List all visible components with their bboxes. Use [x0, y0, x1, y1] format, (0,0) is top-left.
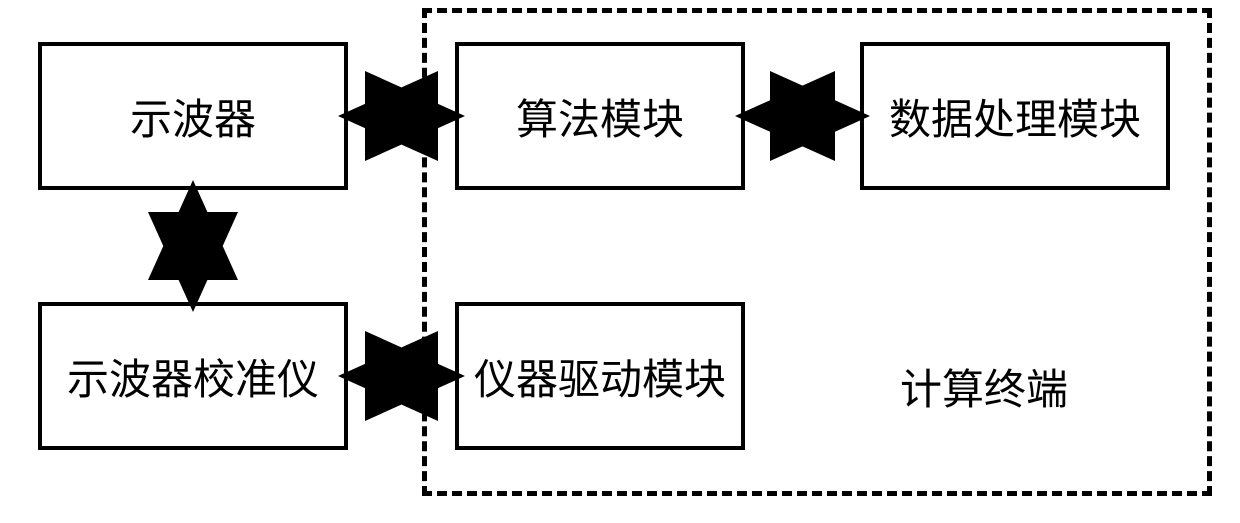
block-diagram: 计算终端 示波器 算法模块 数据处理模块 示波器校准仪 仪器驱动模块 — [0, 0, 1240, 523]
edge-oscilloscope-algorithm — [0, 0, 1240, 523]
